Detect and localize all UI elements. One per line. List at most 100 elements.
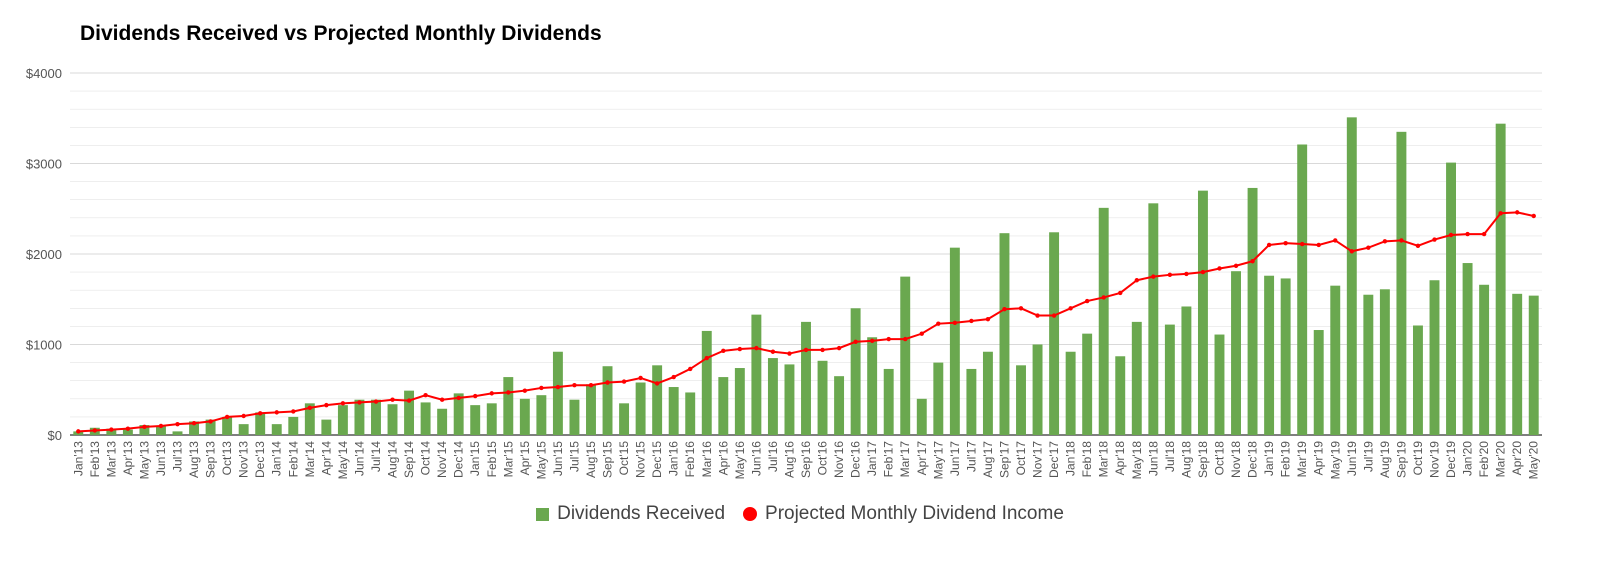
- line-point: [1151, 274, 1156, 279]
- line-point: [1084, 298, 1090, 304]
- x-tick-label: Jun'14: [352, 441, 366, 476]
- line-point: [1514, 210, 1520, 215]
- x-tick-label: May'15: [534, 441, 548, 480]
- x-tick-label: Jan'20: [1461, 441, 1475, 476]
- x-tick-label: May'13: [137, 441, 151, 480]
- x-tick-label: Apr'19: [1312, 441, 1326, 476]
- bar: [139, 425, 150, 435]
- bar: [966, 368, 977, 435]
- line-point: [439, 397, 445, 402]
- line-point: [92, 428, 98, 433]
- x-tick-label: Aug'15: [584, 441, 598, 478]
- x-tick-label: Jul'17: [964, 441, 978, 472]
- x-tick-label: Aug'16: [782, 441, 796, 478]
- x-tick-label: May'20: [1527, 441, 1541, 480]
- line-point: [241, 413, 246, 419]
- bar: [337, 405, 348, 435]
- bar: [1247, 187, 1258, 435]
- line-point: [704, 355, 709, 361]
- line-point: [1068, 306, 1073, 311]
- bar: [387, 404, 398, 435]
- x-tick-label: Feb'14: [286, 441, 300, 478]
- x-tick-label: Sep'13: [204, 441, 218, 478]
- bar: [1346, 117, 1357, 435]
- line-point: [274, 410, 279, 415]
- x-tick-label: Mar'15: [501, 441, 515, 478]
- x-tick-label: Sep'19: [1394, 441, 1408, 478]
- x-tick-label: Sep'16: [799, 441, 813, 478]
- bar: [1082, 333, 1093, 435]
- x-tick-label: Jan'15: [468, 441, 482, 476]
- bar: [867, 337, 878, 435]
- x-tick-label: Nov'13: [237, 441, 251, 478]
- x-tick-label: Feb'18: [1080, 441, 1094, 478]
- x-tick-label: Mar'14: [303, 441, 317, 478]
- bar: [751, 314, 762, 435]
- bar: [1115, 356, 1126, 435]
- bar: [222, 416, 233, 435]
- line-point: [1316, 242, 1321, 248]
- bar: [801, 321, 811, 435]
- bar: [1131, 321, 1142, 435]
- y-tick-label: $1000: [26, 338, 62, 353]
- x-tick-label: Dec'16: [849, 441, 863, 478]
- line-point: [191, 421, 197, 426]
- line-point: [373, 399, 379, 404]
- line-point: [903, 336, 908, 342]
- bar: [238, 424, 249, 435]
- x-tick-label: Feb'16: [683, 441, 697, 478]
- line-point: [1333, 238, 1338, 243]
- x-tick-label: May'19: [1328, 441, 1342, 480]
- bar: [172, 431, 183, 435]
- line-point: [1448, 232, 1454, 238]
- line-point: [770, 349, 776, 354]
- bar: [1280, 278, 1291, 435]
- line-point: [423, 392, 428, 398]
- line-point: [1481, 231, 1487, 237]
- x-tick-label: Apr'18: [1113, 441, 1127, 476]
- bar: [701, 330, 712, 435]
- line-point: [406, 398, 412, 403]
- line-point: [291, 409, 296, 414]
- line-point: [1051, 313, 1057, 318]
- x-tick-label: Dec'18: [1246, 441, 1260, 478]
- x-tick-label: Mar'16: [700, 441, 714, 478]
- dividends-chart: $0 $1000 $2000 $3000 $4000 Jan'13 Feb'13 Mar'13…: [26, 66, 1542, 480]
- x-tick-label: Oct'16: [816, 441, 830, 476]
- bar: [1032, 344, 1043, 435]
- bar: [734, 368, 745, 435]
- line-point: [1233, 263, 1239, 268]
- line-point: [1018, 306, 1024, 311]
- x-tick-label: Jun'16: [749, 441, 763, 476]
- line-point: [175, 421, 180, 427]
- bar: [999, 233, 1010, 435]
- bar: [321, 419, 332, 435]
- line-point: [721, 348, 726, 354]
- x-tick-label: Sep'14: [402, 441, 416, 478]
- line-point: [324, 402, 329, 408]
- bar: [420, 402, 431, 435]
- chart-title: Dividends Received vs Projected Monthly …: [80, 22, 602, 45]
- bar: [1164, 324, 1175, 435]
- bar: [552, 351, 563, 435]
- line-point: [1382, 239, 1388, 244]
- bar: [1379, 289, 1390, 435]
- line-point: [588, 383, 594, 388]
- bar: [635, 382, 646, 435]
- bar: [271, 424, 282, 435]
- bar: [1016, 365, 1026, 435]
- line-point: [1134, 278, 1139, 283]
- x-tick-label: Jan'13: [71, 441, 85, 476]
- line-point: [688, 366, 693, 372]
- x-tick-label: Jan'16: [667, 441, 681, 476]
- line-point: [787, 351, 792, 356]
- line-point: [158, 423, 164, 429]
- line-point: [506, 390, 511, 395]
- line-point: [340, 401, 346, 406]
- line-point: [1184, 271, 1189, 277]
- chart-legend: Dividends Received Projected Monthly Div…: [0, 503, 1600, 525]
- bar: [982, 351, 993, 435]
- line-point: [1465, 231, 1470, 237]
- bar: [1396, 131, 1407, 435]
- x-tick-label: Oct'18: [1212, 441, 1226, 476]
